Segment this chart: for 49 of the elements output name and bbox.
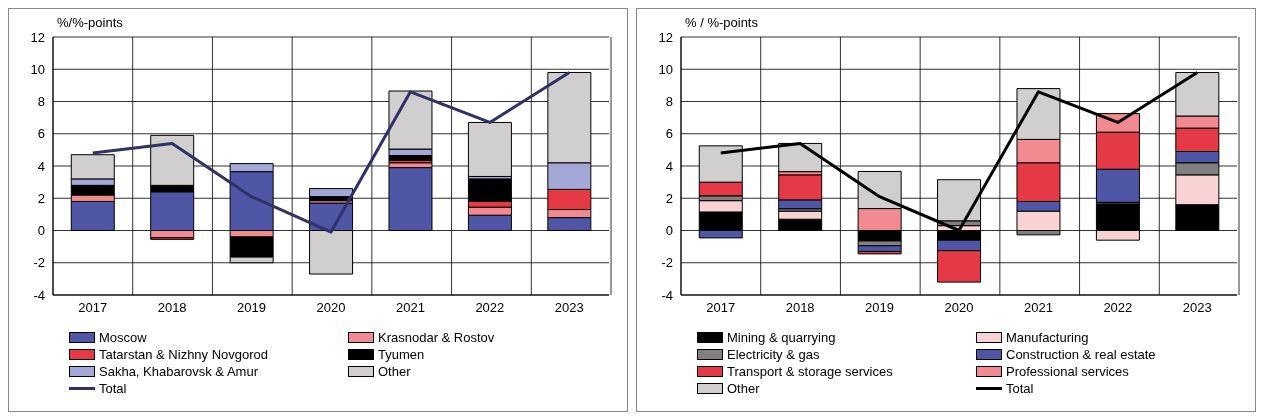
y-tick-label: -4 [661,287,673,303]
x-tick-label: 2023 [1182,300,1212,316]
legend-label: Electricity & gas [727,346,820,363]
x-tick-label: 2022 [475,300,505,316]
x-tick-label: 2019 [237,300,267,316]
legend-label: Professional services [1006,363,1129,380]
x-tick-label: 2020 [316,300,346,316]
x-tick-label: 2021 [1023,300,1053,316]
x-tick-label: 2017 [78,300,108,316]
legend-label: Transport & storage services [727,363,893,380]
x-tick-label: 2017 [706,300,736,316]
legend-label: Other [378,363,411,380]
x-tick-label: 2023 [554,300,584,316]
y-tick-label: 6 [37,126,45,142]
y-tick-label: 8 [37,94,45,110]
y-tick-label: 4 [37,158,45,174]
legend-label: Tatarstan & Nizhny Novgorod [99,346,269,363]
legend-label: Mining & quarrying [727,329,836,346]
y-tick-label: 2 [665,190,673,206]
y-tick-label: 8 [665,94,673,110]
legend-label: Krasnodar & Rostov [378,329,495,346]
y-axis-title: %/%-points [57,15,123,30]
y-tick-label: 12 [30,29,45,45]
y-tick-label: 10 [30,61,45,77]
legend-label: Moscow [99,329,147,346]
legend-label: Other [727,380,760,397]
y-tick-label: 4 [665,158,673,174]
y-axis-title: % / %-points [685,15,758,30]
legend-label: Manufacturing [1006,329,1089,346]
x-tick-label: 2018 [157,300,187,316]
y-tick-label: 0 [37,223,45,239]
legend-label: Total [99,380,127,397]
legend-label: Total [1006,380,1034,397]
y-tick-label: -4 [33,287,45,303]
legend-label: Sakha, Khabarovsk & Amur [99,363,258,380]
x-tick-label: 2019 [865,300,895,316]
y-tick-label: -2 [661,255,673,271]
y-tick-label: 2 [37,190,45,206]
x-tick-label: 2020 [944,300,974,316]
x-tick-label: 2022 [1103,300,1133,316]
x-tick-label: 2018 [785,300,815,316]
x-tick-label: 2021 [395,300,425,316]
y-tick-label: 10 [658,61,673,77]
y-tick-label: -2 [33,255,45,271]
y-tick-label: 12 [658,29,673,45]
y-tick-label: 6 [665,126,673,142]
legend-label: Tyumen [378,346,425,363]
y-tick-label: 0 [665,223,673,239]
legend-label: Construction & real estate [1006,346,1156,363]
